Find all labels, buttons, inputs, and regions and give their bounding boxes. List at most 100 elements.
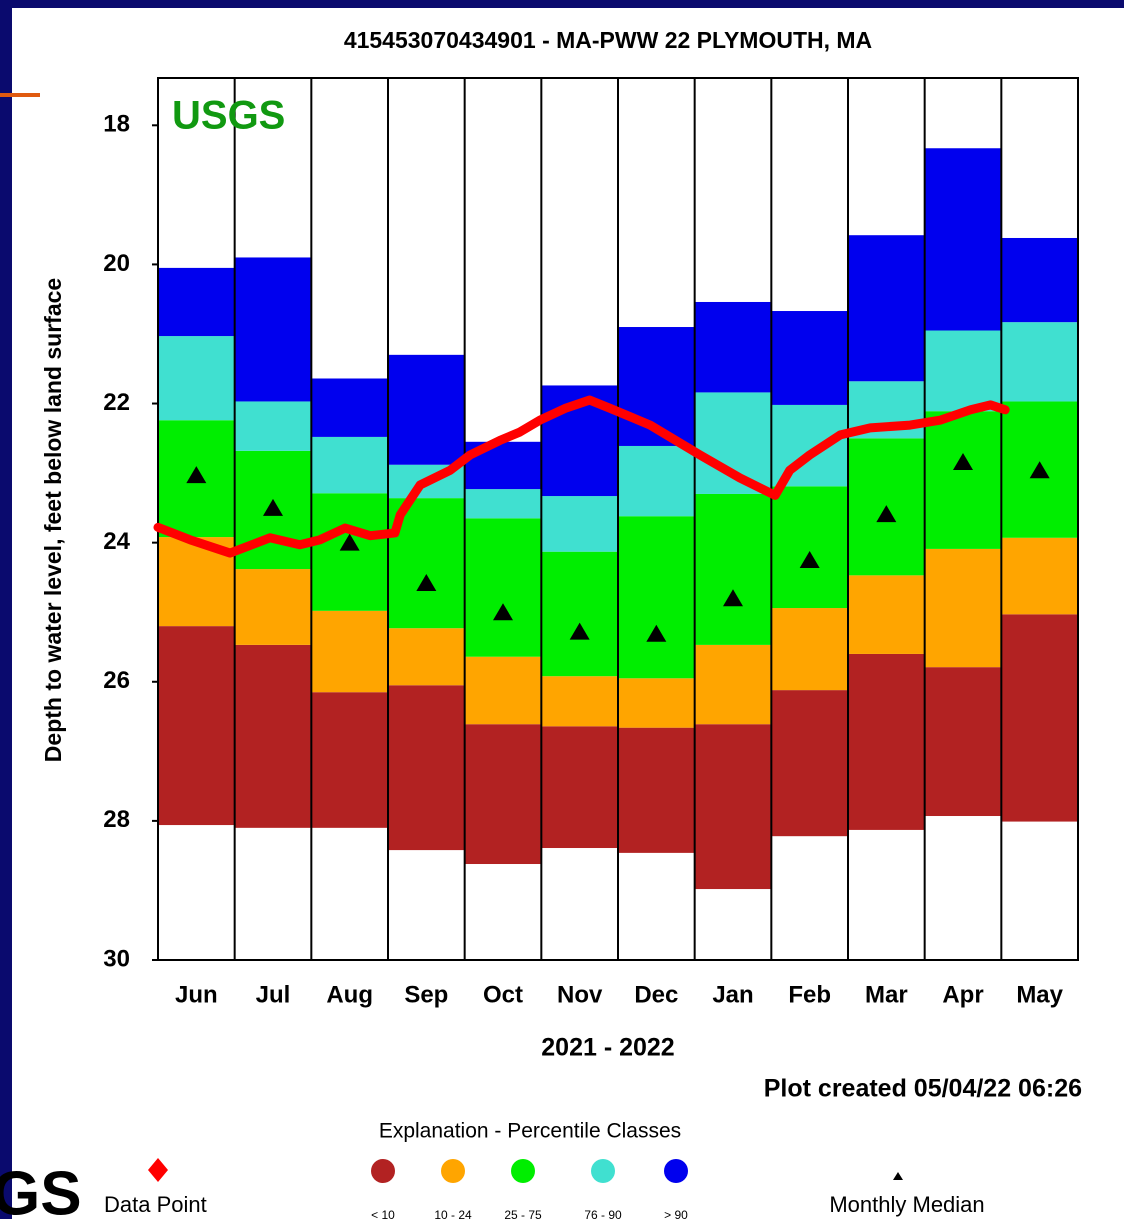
median-marker [416,573,437,591]
percentile-bar [848,235,925,382]
median-marker [953,452,973,470]
legend-label: Monthly Median [829,1192,984,1217]
y-tick-label: 30 [103,945,130,972]
percentile-bar [694,493,772,645]
percentile-bar [541,551,618,677]
percentile-bar [464,656,542,725]
legend-marker [441,1159,465,1183]
median-marker [339,533,360,551]
percentile-bar [848,575,925,654]
percentile-bar [388,354,465,465]
x-tick-label: Apr [942,981,983,1008]
percentile-bar [924,148,1002,331]
legend-marker [893,1172,903,1180]
percentile-bar [848,653,925,830]
percentile-bar [311,692,388,828]
legend-label: 76 - 90 [584,1208,622,1219]
percentile-bar [541,496,618,552]
x-tick-label: Feb [788,981,831,1008]
percentile-bar [158,626,235,826]
percentile-bar [1001,537,1078,615]
percentile-bar [234,644,312,828]
chart-title: 415453070434901 - MA-PWW 22 PLYMOUTH, MA [344,27,872,53]
percentile-bar [311,493,388,611]
percentile-bar [1001,322,1078,402]
percentile-bar [464,489,542,519]
watermark: USGS [172,94,285,138]
y-tick-label: 22 [103,389,130,416]
percentile-bar [618,445,695,517]
legend-marker [664,1159,688,1183]
percentile-bar [771,690,848,837]
percentile-bar [924,411,1002,549]
y-axis-label: Depth to water level, feet below land su… [40,278,66,762]
y-tick-label: 28 [103,806,130,833]
percentile-bar [771,486,848,609]
median-marker [876,505,897,523]
x-tick-label: Oct [483,981,523,1008]
y-tick-label: 18 [103,111,130,138]
percentile-bar [158,336,235,421]
x-tick-label: Aug [326,981,373,1008]
plot-border [157,77,1079,961]
x-tick-label: Jul [256,981,291,1008]
median-marker [723,589,743,607]
legend-label: Data Point [104,1192,207,1217]
percentile-bar [234,569,312,645]
percentile-bar [694,724,772,890]
percentile-bar [234,401,312,451]
y-tick-label: 24 [103,528,130,555]
legend-marker [591,1159,615,1183]
percentile-bar [158,267,235,337]
x-tick-label: Sep [404,981,448,1008]
median-marker [646,624,667,642]
percentile-bar [464,518,542,657]
plot-note: Plot created 05/04/22 06:26 [764,1075,1082,1103]
legend-label: > 90 [664,1208,688,1219]
percentile-bar [311,436,388,494]
median-marker [263,498,283,516]
percentile-bar [541,726,618,849]
percentile-bar [234,257,312,402]
median-marker [493,603,513,621]
percentile-bar [618,678,695,728]
percentile-bar [618,727,695,853]
frame-left [0,0,12,1219]
percentile-bar [694,644,772,725]
percentile-bar [618,516,695,679]
frame-accent [0,93,40,97]
median-marker [799,551,820,569]
x-tick-label: Dec [634,981,678,1008]
percentile-bar [771,311,848,405]
legend-marker [511,1159,535,1183]
legend-label: < 10 [371,1208,395,1219]
percentile-bar [924,667,1002,817]
y-tick-label: 20 [103,250,130,277]
x-axis-label: 2021 - 2022 [541,1034,674,1062]
legend-label: 25 - 75 [504,1208,542,1219]
legend-label: 10 - 24 [434,1208,472,1219]
x-tick-label: Jan [712,981,753,1008]
y-tick-label: 26 [103,667,130,694]
median-marker [1029,461,1050,479]
legend-marker [371,1159,395,1183]
percentile-bar [694,301,772,393]
percentile-bar [771,608,848,691]
median-marker [569,622,590,640]
percentile-bar [311,610,388,693]
x-tick-label: May [1016,981,1063,1008]
x-tick-label: Nov [557,981,603,1008]
frame-top [0,0,1124,8]
percentile-bar [541,676,618,727]
percentile-bar [388,628,465,686]
legend-title: Explanation - Percentile Classes [379,1120,681,1143]
x-tick-label: Jun [175,981,218,1008]
percentile-bar [924,330,1002,412]
percentile-bar [388,685,465,851]
percentile-bar [464,724,542,865]
legend-marker [148,1158,168,1182]
percentile-bar [924,548,1002,668]
logo: GS [0,1159,82,1219]
